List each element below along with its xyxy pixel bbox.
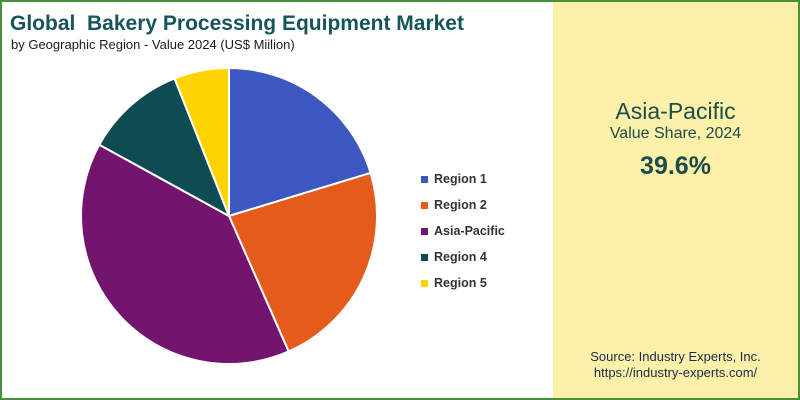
legend-label: Region 1: [434, 172, 487, 186]
pie-slice-region-4: [98, 77, 230, 217]
legend-item-region-5: Region 5: [421, 270, 505, 296]
pie-slices: [80, 67, 378, 365]
legend-swatch: [421, 253, 428, 261]
chart-legend: Region 1 Region 2 Asia-Pacific Region 4 …: [421, 166, 505, 296]
source-line: Source: Industry Experts, Inc.: [590, 349, 761, 364]
legend-item-asia-pacific: Asia-Pacific: [421, 218, 505, 244]
legend-label: Region 4: [434, 250, 487, 264]
highlight-region: Asia-Pacific: [615, 98, 736, 124]
pie-slice-asia-pacific: [80, 143, 290, 365]
legend-swatch: [421, 227, 428, 235]
chart-title: Global Bakery Processing Equipment Marke…: [10, 12, 464, 35]
legend-item-region-1: Region 1: [421, 166, 505, 192]
legend-swatch: [421, 201, 428, 209]
highlight-label: Value Share, 2024: [609, 125, 742, 142]
legend-label: Region 5: [434, 276, 487, 290]
pie-chart: [80, 67, 378, 365]
source-url: https://industry-experts.com/: [593, 365, 758, 380]
legend-swatch: [421, 279, 428, 287]
legend-item-region-2: Region 2: [421, 192, 505, 218]
chart-subtitle: by Geographic Region - Value 2024 (US$ M…: [11, 37, 295, 52]
highlight-value: 39.6%: [640, 152, 711, 180]
pie-slice-region-1: [228, 67, 372, 217]
legend-label: Asia-Pacific: [434, 224, 505, 238]
highlight-panel: Asia-Pacific Value Share, 2024 39.6% Sou…: [553, 2, 798, 398]
pie-slice-region-2: [228, 171, 378, 353]
legend-item-region-4: Region 4: [421, 244, 505, 270]
source-note: Source: Industry Experts, Inc. https://i…: [553, 349, 798, 381]
legend-label: Region 2: [434, 198, 487, 212]
legend-swatch: [421, 175, 428, 183]
pie-slice-region-5: [173, 67, 230, 217]
